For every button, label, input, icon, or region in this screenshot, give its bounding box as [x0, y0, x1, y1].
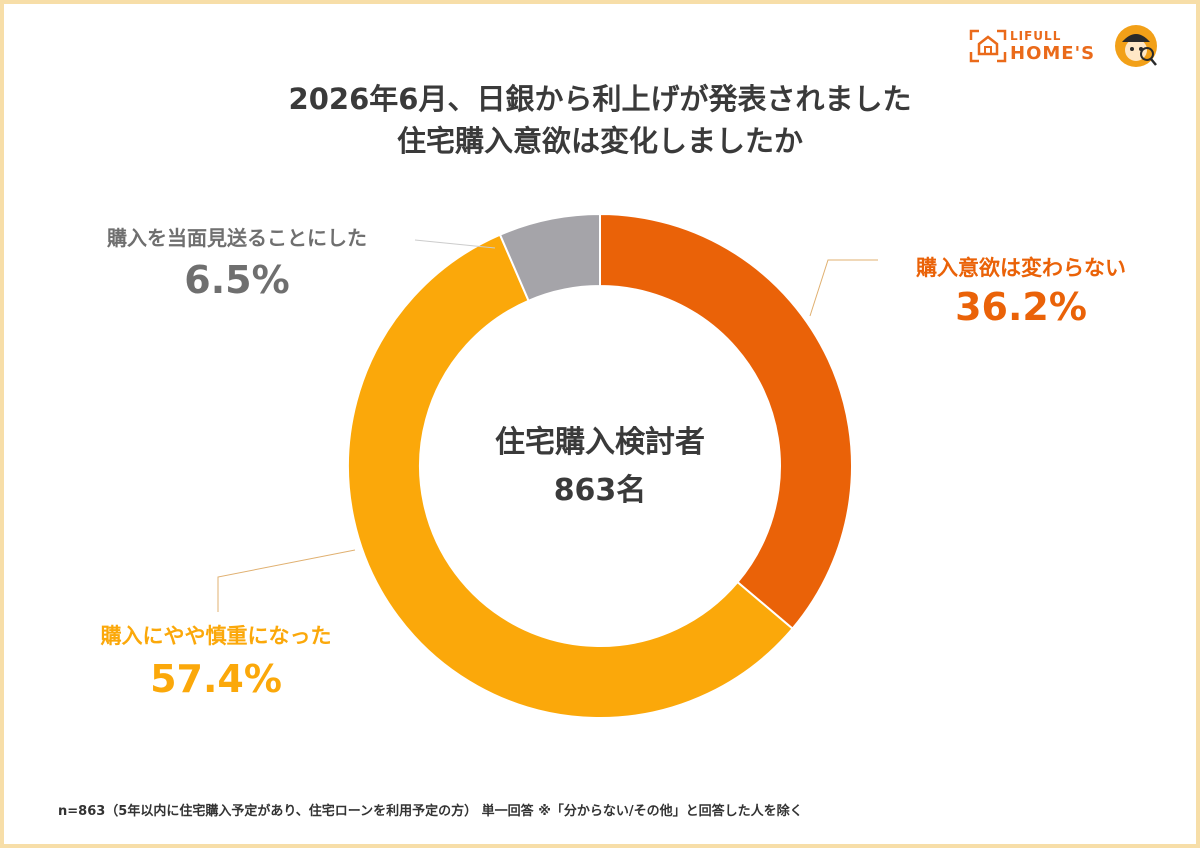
house-icon — [969, 29, 1007, 63]
leader-line-orange — [809, 259, 878, 317]
title-line1: 2026年6月、日銀から利上げが発表されました — [288, 82, 912, 116]
slice-label-amber: 購入にやや慎重になった — [100, 624, 332, 648]
donut-slices — [347, 212, 853, 719]
slice-label-gray: 購入を当面見送ることにした — [107, 226, 367, 250]
logo: LIFULL HOME'S — [968, 24, 1164, 74]
leader-line-amber — [217, 549, 356, 612]
leader-line-gray — [414, 239, 496, 249]
slice-orange — [599, 212, 853, 631]
center-label-line2: 863名 — [554, 473, 647, 508]
slice-value-gray: 6.5% — [184, 258, 289, 302]
center-label-line1: 住宅購入検討者 — [495, 425, 705, 460]
slice-value-amber: 57.4% — [150, 657, 282, 701]
leader-lines — [217, 239, 878, 612]
footnote: n=863（5年以内に住宅購入予定があり、住宅ローンを利用予定の方） 単一回答 … — [58, 804, 803, 819]
mascot-icon — [1115, 25, 1157, 67]
slice-gray — [498, 212, 601, 303]
slice-value-orange: 36.2% — [955, 285, 1087, 329]
title-line2: 住宅購入意欲は変化しましたか — [396, 124, 803, 158]
slice-amber — [347, 233, 794, 719]
chart-title: 2026年6月、日銀から利上げが発表されました 住宅購入意欲は変化しましたか — [0, 78, 1200, 162]
slice-label-orange: 購入意欲は変わらない — [915, 256, 1126, 280]
logo-line1: LIFULL — [1010, 29, 1062, 43]
logo-line2: HOME'S — [1010, 43, 1096, 64]
